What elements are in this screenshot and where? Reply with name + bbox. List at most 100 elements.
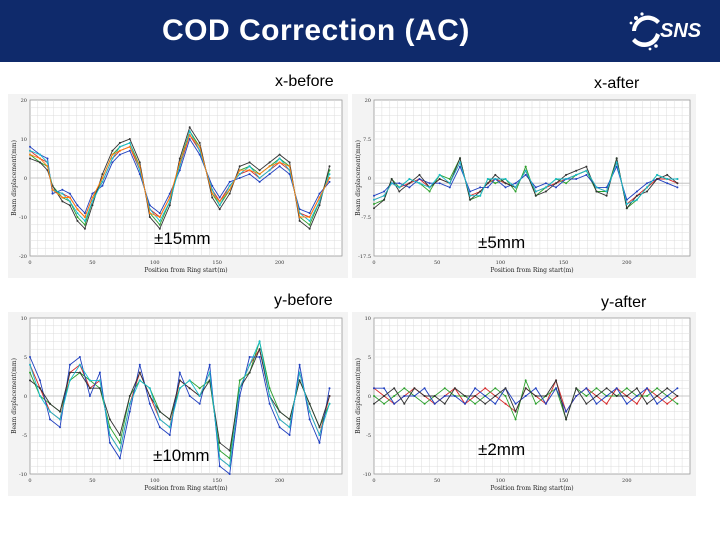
data-point — [308, 219, 311, 222]
data-point — [373, 402, 375, 405]
data-point — [39, 387, 41, 390]
data-point — [49, 418, 51, 421]
data-point — [248, 363, 251, 366]
data-point — [268, 387, 271, 390]
data-point — [459, 161, 461, 164]
data-point — [676, 182, 679, 185]
data-point — [198, 395, 201, 397]
data-point — [555, 186, 557, 189]
data-point — [288, 161, 291, 164]
data-point — [575, 395, 578, 397]
data-point — [585, 402, 588, 405]
data-point — [88, 379, 91, 382]
data-point — [228, 188, 231, 191]
data-point — [188, 134, 191, 137]
data-point — [268, 161, 271, 164]
data-point — [118, 441, 121, 444]
data-point — [198, 387, 201, 390]
data-point — [258, 356, 261, 358]
data-point — [248, 173, 251, 176]
data-point — [258, 169, 261, 172]
data-point — [656, 402, 659, 405]
data-point — [428, 182, 431, 185]
data-point — [666, 178, 669, 180]
data-point — [258, 340, 261, 343]
data-point — [328, 180, 331, 183]
data-point — [383, 194, 386, 197]
data-point — [504, 402, 507, 405]
data-point — [448, 178, 451, 180]
data-point — [494, 387, 497, 390]
data-point — [111, 153, 114, 156]
data-point — [76, 212, 79, 215]
y-tick-label: 0 — [368, 176, 371, 182]
data-point — [218, 200, 221, 203]
data-point — [635, 395, 638, 397]
data-point — [486, 182, 489, 185]
data-point — [318, 441, 321, 444]
data-point — [635, 387, 638, 390]
data-point — [268, 395, 271, 397]
data-point — [98, 387, 101, 390]
data-point — [625, 395, 628, 397]
data-point — [228, 180, 231, 183]
data-point — [524, 379, 527, 382]
data-point — [298, 363, 301, 366]
data-point — [268, 402, 271, 405]
data-point — [403, 395, 406, 397]
data-point — [148, 395, 151, 397]
data-point — [168, 204, 171, 207]
data-point — [238, 177, 241, 179]
y-axis-label: Beam displacement(mm) — [11, 140, 18, 216]
x-tick-label: 200 — [275, 260, 285, 266]
data-point — [494, 178, 497, 180]
data-point — [383, 198, 386, 201]
data-point — [443, 395, 446, 397]
data-point — [328, 402, 331, 405]
data-point — [595, 395, 598, 397]
data-point — [148, 216, 151, 218]
data-point — [238, 387, 241, 390]
data-point — [51, 192, 54, 195]
data-point — [228, 184, 231, 187]
data-point — [398, 182, 401, 185]
slide-title: COD Correction (AC) — [162, 14, 470, 47]
data-point — [433, 395, 436, 397]
data-point — [595, 190, 598, 193]
data-point — [408, 182, 411, 185]
data-point — [453, 387, 456, 390]
data-point — [83, 219, 86, 222]
data-point — [585, 387, 588, 390]
data-point — [459, 165, 461, 168]
data-point — [258, 348, 261, 351]
data-point — [158, 212, 161, 215]
logo-text: SNS — [660, 20, 702, 42]
data-point — [138, 161, 141, 164]
data-point — [328, 177, 331, 179]
data-point — [534, 186, 537, 189]
data-point — [288, 165, 291, 168]
label-y-before: y-before — [274, 292, 333, 309]
data-point — [288, 434, 291, 436]
data-point — [646, 395, 648, 397]
y-tick-label: 7.5 — [363, 137, 371, 143]
data-point — [258, 180, 261, 183]
data-point — [238, 169, 241, 172]
x-tick-label: 0 — [28, 260, 31, 266]
x-axis-label: Position from Ring start(m) — [144, 485, 227, 492]
data-point — [504, 178, 507, 180]
range-label-y-after: ±2mm — [478, 440, 526, 459]
data-point — [188, 130, 191, 133]
data-point — [39, 153, 41, 156]
data-point — [524, 165, 527, 168]
data-point — [474, 395, 477, 397]
data-point — [158, 227, 161, 230]
data-point — [418, 178, 421, 180]
data-point — [46, 157, 49, 160]
data-point — [453, 395, 456, 397]
data-point — [218, 208, 221, 211]
data-point — [29, 356, 31, 358]
x-tick-label: 0 — [372, 260, 375, 266]
data-point — [428, 186, 431, 189]
